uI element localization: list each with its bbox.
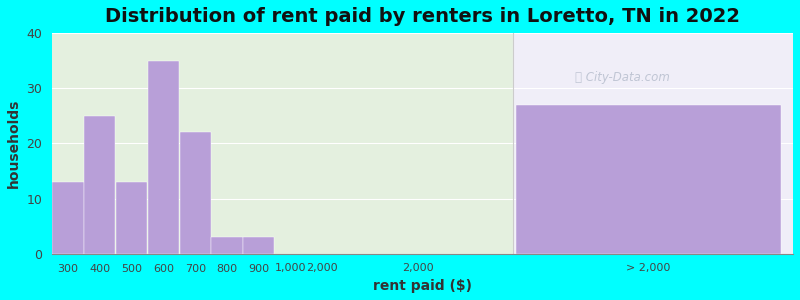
Bar [180,132,210,254]
Title: Distribution of rent paid by renters in Loretto, TN in 2022: Distribution of rent paid by renters in … [105,7,740,26]
X-axis label: rent paid ($): rent paid ($) [373,279,472,293]
Bar [53,182,83,254]
Bar [514,33,793,254]
Bar [148,61,179,254]
Bar [84,116,115,254]
Bar [116,182,147,254]
Bar [211,237,242,254]
Bar [52,33,514,254]
Y-axis label: households: households [7,99,21,188]
Bar [243,237,274,254]
Bar [516,105,781,254]
Text: ⓘ City-Data.com: ⓘ City-Data.com [575,71,670,84]
